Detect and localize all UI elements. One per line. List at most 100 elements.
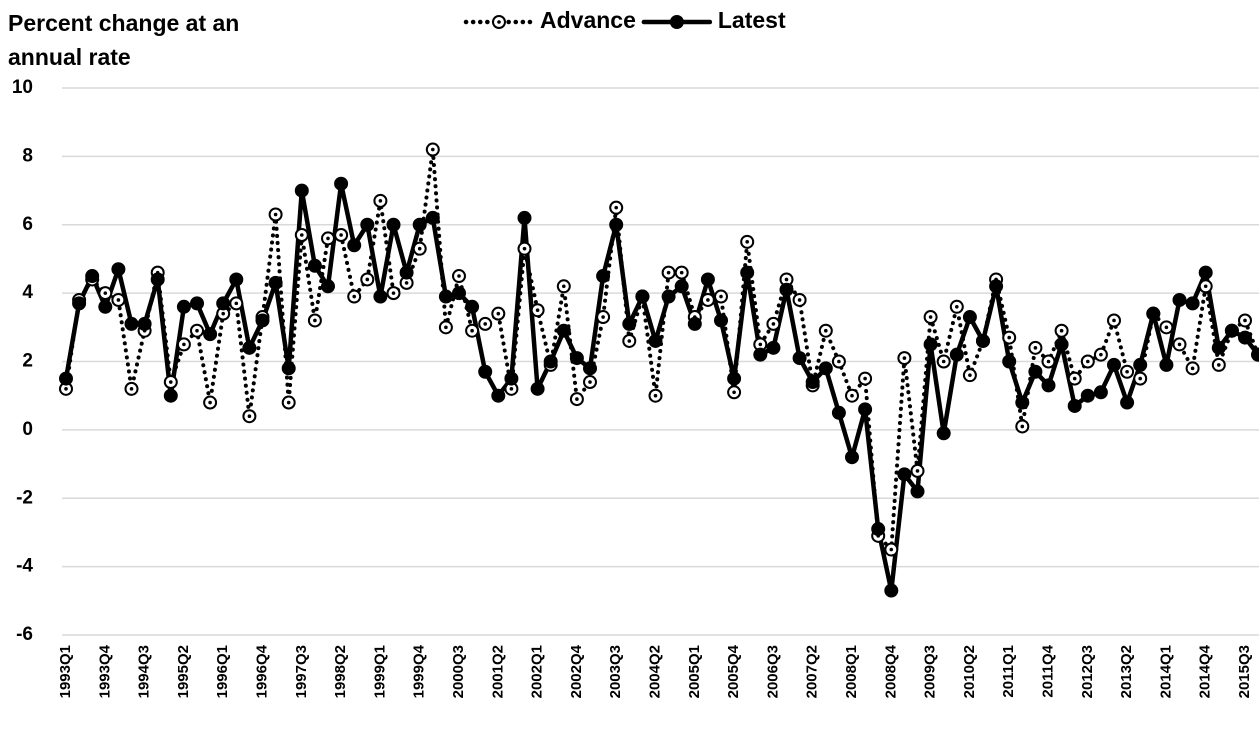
x-tick-label: 2013Q2 — [1118, 645, 1135, 698]
marker — [897, 467, 912, 482]
point — [176, 299, 191, 314]
point — [111, 292, 126, 307]
point — [268, 275, 283, 290]
marker — [242, 340, 257, 355]
y-tick-label: -6 — [16, 624, 33, 645]
point — [583, 361, 597, 376]
marker-dot — [169, 380, 173, 384]
marker — [281, 361, 296, 376]
marker-dot — [955, 305, 959, 309]
marker — [1107, 357, 1121, 372]
legend-marker — [669, 15, 684, 29]
marker-dot — [941, 359, 946, 364]
point — [1159, 320, 1174, 335]
x-tick-label: 2001Q2 — [489, 645, 506, 698]
marker — [1041, 378, 1056, 393]
marker-dot — [745, 240, 749, 244]
point — [543, 354, 558, 369]
point — [517, 241, 532, 256]
marker-dot — [391, 291, 396, 295]
point — [661, 265, 676, 280]
marker — [517, 210, 532, 225]
marker-dot — [1125, 369, 1129, 374]
point — [203, 395, 218, 410]
marker — [85, 269, 100, 284]
x-tick-label: 2008Q1 — [843, 645, 860, 698]
x-tick-label: 2011Q4 — [1039, 644, 1056, 697]
x-tick-label: 1996Q1 — [214, 645, 231, 698]
marker — [845, 450, 859, 465]
point — [884, 583, 899, 598]
marker — [412, 217, 427, 232]
point — [583, 375, 597, 390]
point — [242, 340, 257, 355]
point — [1146, 306, 1161, 321]
marker-dot — [1243, 318, 1247, 323]
point — [714, 289, 728, 304]
point — [425, 210, 440, 225]
point — [936, 426, 951, 441]
point — [949, 347, 964, 362]
marker — [530, 381, 545, 396]
marker — [347, 238, 362, 253]
point — [111, 262, 126, 277]
marker — [452, 286, 466, 301]
x-tick-label: 2009Q3 — [922, 645, 939, 698]
marker-dot — [719, 294, 723, 299]
point — [1159, 357, 1174, 372]
marker — [438, 289, 453, 304]
marker — [1185, 296, 1200, 311]
marker-dot — [824, 328, 828, 333]
y-tick-label: 0 — [22, 419, 33, 440]
point — [491, 306, 506, 321]
marker — [779, 282, 794, 297]
marker — [936, 426, 951, 441]
point — [700, 272, 715, 287]
point — [818, 323, 833, 338]
point — [910, 463, 925, 478]
marker — [1080, 388, 1095, 403]
point — [740, 234, 755, 249]
point — [766, 340, 781, 355]
point — [897, 351, 912, 366]
point — [910, 484, 925, 499]
marker — [307, 258, 322, 273]
point — [1041, 354, 1056, 369]
marker-dot — [483, 322, 488, 326]
point — [203, 327, 218, 342]
point — [59, 371, 73, 386]
point — [1015, 419, 1030, 434]
marker — [1146, 306, 1161, 321]
marker — [1238, 330, 1252, 345]
marker-dot — [1164, 325, 1169, 330]
marker — [386, 217, 401, 232]
point — [1107, 313, 1121, 328]
marker-dot — [968, 373, 972, 377]
marker — [687, 316, 702, 331]
x-tick-label: 1998Q2 — [332, 645, 349, 698]
point — [294, 228, 309, 243]
point — [163, 388, 178, 403]
marker — [923, 337, 938, 352]
point — [72, 296, 87, 311]
point — [452, 269, 466, 284]
marker-dot — [195, 328, 199, 333]
marker — [124, 316, 139, 331]
legend-item: Latest — [641, 7, 786, 33]
x-tick-label: 2002Q4 — [568, 644, 585, 698]
marker-dot — [627, 339, 632, 343]
marker — [858, 402, 873, 417]
point — [976, 333, 990, 348]
marker — [176, 299, 191, 314]
marker-dot — [1190, 366, 1195, 371]
point — [373, 289, 388, 304]
marker-dot — [601, 315, 605, 319]
x-tick-label: 2005Q1 — [686, 645, 703, 698]
point — [805, 375, 820, 390]
point — [190, 323, 204, 338]
marker — [216, 296, 231, 311]
point — [465, 299, 480, 314]
marker-dot — [679, 270, 684, 275]
marker-dot — [129, 387, 134, 391]
marker-dot — [1007, 335, 1011, 340]
